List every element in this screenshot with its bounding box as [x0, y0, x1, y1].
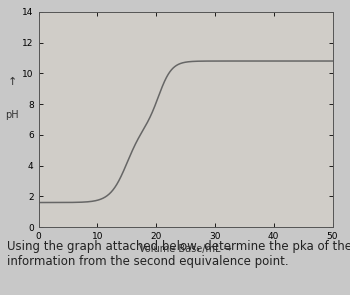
Y-axis label: pH: pH: [5, 110, 19, 120]
Text: ↑: ↑: [7, 77, 17, 87]
X-axis label: Volume Base/mL →: Volume Base/mL →: [139, 244, 232, 254]
Text: Using the graph attached below, determine the pka of the weak acid using the
inf: Using the graph attached below, determin…: [7, 240, 350, 268]
